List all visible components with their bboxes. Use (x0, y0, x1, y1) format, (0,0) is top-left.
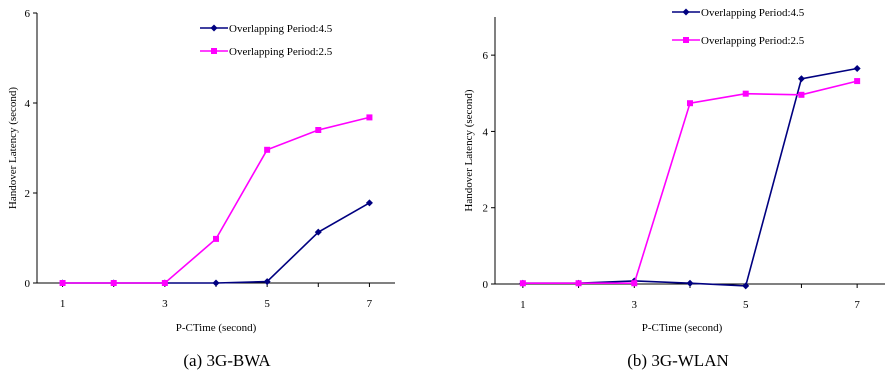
chart2-x-tick-label: 3 (632, 299, 638, 311)
chart1-legend-label-1: Overlapping Period:4.5 (229, 23, 333, 35)
chart1-series-2-point (366, 114, 373, 121)
chart1-x-tick-label: 5 (264, 298, 270, 310)
chart2-y-tick-label: 4 (483, 126, 489, 138)
chart1-x-axis-label: P-CTime (second) (176, 322, 257, 334)
chart1-x-tick-label: 1 (60, 298, 66, 310)
chart2-series-1-point (742, 282, 750, 290)
chart2-x-tick-label: 1 (520, 299, 526, 311)
chart1-legend-marker-2 (211, 48, 217, 54)
chart1-series-2-line (62, 116, 370, 284)
chart2-series-2-line (522, 80, 858, 285)
chart1-series-2-point (264, 146, 271, 153)
chart2-y-tick-label: 2 (483, 203, 489, 215)
chart2-y-axis-label: Handover Latency (second) (463, 89, 475, 212)
chart2-series-2-point (575, 280, 582, 287)
chart1-series-2-point (315, 127, 322, 133)
chart1-series-1-point (212, 279, 220, 287)
chart2-y-tick-label: 0 (483, 279, 489, 291)
chart1-series-2-point (59, 280, 66, 286)
chart2-series-2-point (631, 280, 638, 287)
chart2-series-1-point (797, 75, 805, 83)
chart2-x-tick-label: 5 (743, 299, 749, 311)
chart2-legend-marker-2 (683, 37, 689, 43)
chart2-legend-label-2: Overlapping Period:2.5 (701, 35, 805, 47)
chart1-y-tick-label: 0 (25, 278, 31, 290)
chart1-legend-marker-1 (210, 24, 218, 32)
chart1-x-tick-label: 3 (162, 298, 168, 310)
chart1-legend-label-2: Overlapping Period:2.5 (229, 46, 333, 58)
chart2-legend-label-1: Overlapping Period:4.5 (701, 7, 805, 19)
chart2-series-2-point (519, 280, 526, 287)
chart1-y-tick-label: 6 (25, 8, 31, 20)
chart1-y-axis-label: Handover Latency (second) (7, 87, 19, 210)
chart2-series-2-point (687, 100, 693, 107)
chart2-y-tick-label: 6 (483, 50, 489, 62)
chart1-series-1-point (365, 199, 373, 207)
chart2-caption: (b) 3G-WLAN (627, 351, 729, 370)
chart1-caption: (a) 3G-BWA (183, 351, 271, 370)
chart2-series-2-point (742, 90, 749, 97)
chart1-y-tick-label: 2 (25, 188, 31, 200)
chart2-x-tick-label: 7 (854, 299, 860, 311)
chart2-series-2-point (854, 78, 861, 85)
chart1-series-1-line (62, 202, 370, 284)
chart1-series-2-point (213, 235, 219, 242)
chart1-series-2-point (161, 280, 168, 286)
chart2-series-1-point (686, 279, 694, 287)
chart1-series-1-point (314, 228, 322, 236)
chart1-y-tick-label: 4 (25, 98, 31, 110)
chart2-series-2-point (798, 91, 805, 98)
chart2-legend-marker-1 (682, 8, 690, 16)
chart2-x-axis-label: P-CTime (second) (642, 322, 723, 334)
chart1-series-2-point (110, 280, 117, 286)
chart1-series-1-point (263, 278, 271, 286)
chart2-series-1-point (853, 64, 861, 72)
chart1-x-tick-label: 7 (367, 298, 373, 310)
